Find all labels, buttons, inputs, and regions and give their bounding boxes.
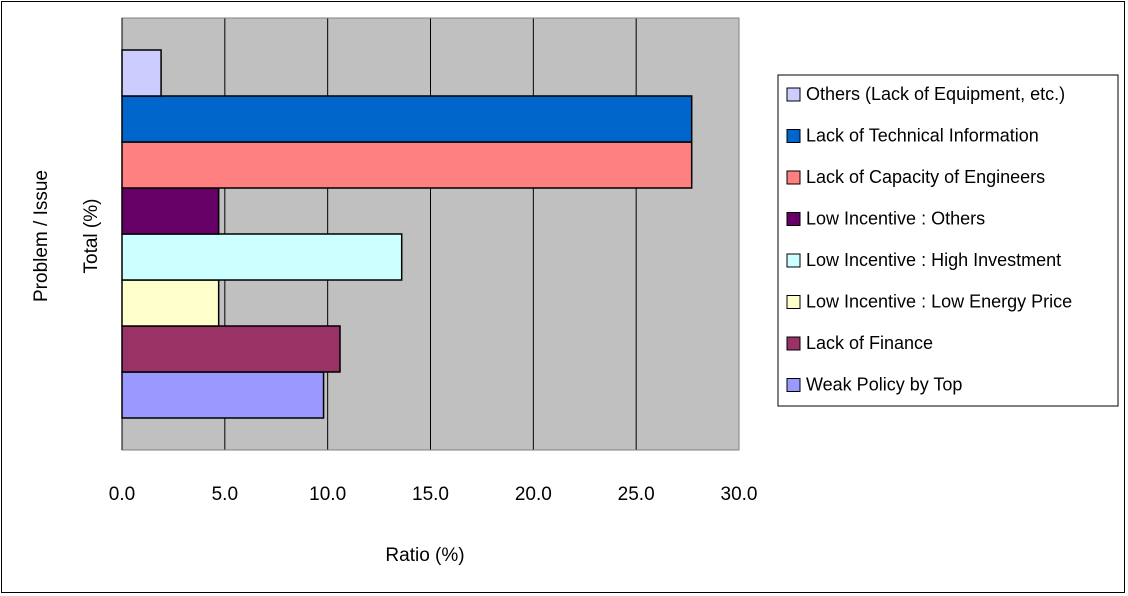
legend-label: Low Incentive : Others	[806, 209, 985, 229]
x-axis-title: Ratio (%)	[385, 545, 464, 566]
legend-swatch	[786, 253, 801, 268]
legend-label: Lack of Finance	[806, 333, 933, 353]
bar	[121, 141, 693, 189]
legend-label: Low Incentive : Low Energy Price	[806, 292, 1072, 312]
bar	[121, 95, 693, 143]
legend-box	[777, 74, 1119, 407]
legend-swatch	[786, 295, 801, 309]
bar	[121, 371, 325, 419]
legend-swatch	[786, 170, 801, 185]
bar	[121, 233, 403, 281]
bar	[121, 325, 341, 373]
category-label: Total (%)	[81, 199, 102, 274]
x-tick-label: 5.0	[212, 484, 238, 505]
x-tick-label: 30.0	[721, 484, 758, 505]
x-tick-label: 20.0	[515, 484, 552, 505]
bar	[121, 187, 220, 235]
legend-swatch	[786, 129, 801, 143]
legend-swatch	[786, 87, 801, 102]
x-tick-label: 15.0	[412, 484, 449, 505]
x-tick-label: 0.0	[109, 484, 135, 505]
legend-swatch	[786, 212, 801, 226]
legend-label: Low Incentive : High Investment	[806, 250, 1061, 270]
legend-swatch	[786, 378, 801, 392]
y-axis-title: Problem / Issue	[31, 170, 52, 302]
bar	[121, 49, 162, 97]
legend-label: Weak Policy by Top	[806, 375, 962, 395]
bar	[121, 279, 220, 327]
x-tick-label: 10.0	[309, 484, 346, 505]
legend-label: Lack of Capacity of Engineers	[806, 167, 1045, 187]
x-tick-label: 25.0	[618, 484, 655, 505]
legend-label: Lack of Technical Information	[806, 126, 1039, 146]
legend-label: Others (Lack of Equipment, etc.)	[806, 84, 1065, 104]
legend-swatch	[786, 336, 801, 351]
